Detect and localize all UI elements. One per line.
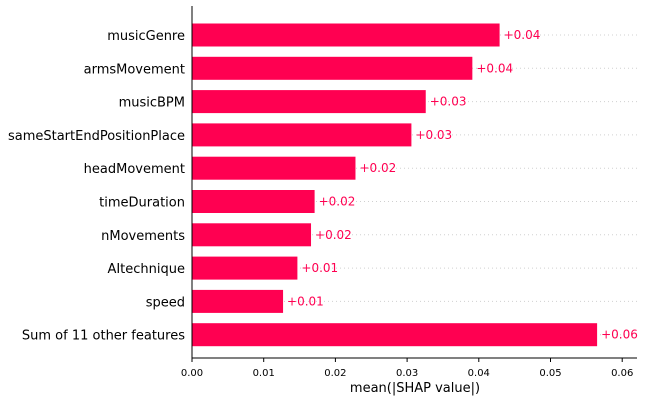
x-axis-ticks: 0.00 0.01 0.02 0.03 0.04 0.05 0.06 xyxy=(181,358,633,379)
bar xyxy=(192,123,412,147)
category-label: sameStartEndPositionPlace xyxy=(8,129,185,144)
category-label: Sum of 11 other features xyxy=(22,329,185,344)
value-label: +0.04 xyxy=(504,28,541,42)
bar xyxy=(192,56,473,80)
category-label: nMovements xyxy=(101,229,185,244)
x-tick-label: 0.02 xyxy=(324,368,346,379)
value-label: +0.01 xyxy=(301,261,338,275)
bar xyxy=(192,323,598,347)
value-label: +0.03 xyxy=(430,95,467,109)
value-label: +0.06 xyxy=(601,328,638,342)
category-label: AItechnique xyxy=(107,262,185,277)
value-label: +0.01 xyxy=(287,294,324,308)
category-label: musicGenre xyxy=(107,29,185,44)
bar xyxy=(192,190,315,213)
category-labels: musicGenre armsMovement musicBPM sameStartE… xyxy=(8,29,185,344)
x-tick-label: 0.00 xyxy=(181,368,203,379)
category-label: timeDuration xyxy=(99,196,185,211)
bar xyxy=(192,289,284,313)
row-gridlines xyxy=(192,34,637,336)
x-tick-label: 0.06 xyxy=(611,368,633,379)
category-label: musicBPM xyxy=(119,96,185,111)
x-axis-label: mean(|SHAP value|) xyxy=(350,381,480,396)
x-tick-label: 0.05 xyxy=(539,368,561,379)
bar xyxy=(192,23,500,47)
value-label: +0.02 xyxy=(319,195,356,209)
category-label: speed xyxy=(146,295,185,310)
category-label: armsMovement xyxy=(84,62,185,77)
bars xyxy=(192,23,598,347)
x-tick-label: 0.04 xyxy=(468,368,490,379)
value-label: +0.04 xyxy=(476,61,513,75)
value-label: +0.02 xyxy=(359,161,396,175)
value-labels: +0.04 +0.04 +0.03 +0.03 +0.02 +0.02 +0.02 +0.01… xyxy=(287,28,638,342)
bar xyxy=(192,223,312,247)
bar xyxy=(192,90,426,114)
value-label: +0.03 xyxy=(415,128,452,142)
bar xyxy=(192,256,298,280)
x-tick-label: 0.01 xyxy=(253,368,275,379)
bar xyxy=(192,156,356,180)
category-label: headMovement xyxy=(84,162,185,177)
x-tick-label: 0.03 xyxy=(396,368,418,379)
value-label: +0.02 xyxy=(315,228,352,242)
